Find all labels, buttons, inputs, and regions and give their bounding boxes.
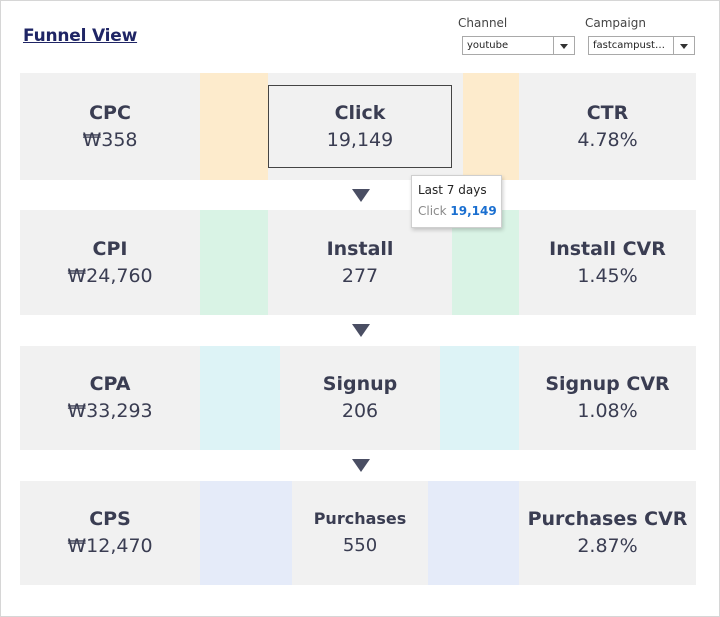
- rate-metric-label: Signup CVR: [545, 373, 670, 395]
- funnel-band: [200, 73, 268, 180]
- rate-metric-value: 1.45%: [577, 264, 638, 287]
- funnel-arrow-down-icon: [352, 459, 370, 472]
- cost-metric-value: ₩358: [82, 128, 138, 151]
- cost-metric-value: ₩12,470: [67, 535, 153, 557]
- funnel-band: [200, 346, 280, 450]
- cost-metric-cell: CPS ₩12,470: [20, 481, 200, 585]
- page-title: Funnel View: [23, 26, 138, 46]
- cost-metric-value: ₩33,293: [67, 400, 153, 422]
- campaign-select-value: fastcampust_...: [593, 40, 666, 51]
- cost-metric-cell: CPI ₩24,760: [20, 210, 200, 315]
- cost-metric-label: CPS: [89, 508, 131, 530]
- stage-metric-value: 206: [341, 400, 379, 422]
- click-tooltip: Last 7 days Click 19,149: [411, 175, 502, 228]
- chevron-down-icon[interactable]: [553, 37, 574, 54]
- tooltip-period: Last 7 days: [418, 183, 487, 197]
- stage-metric-cell[interactable]: Install 277: [268, 210, 452, 315]
- chevron-down-icon[interactable]: [673, 37, 694, 54]
- funnel-band: [428, 481, 519, 585]
- funnel-band: [200, 481, 292, 585]
- stage-metric-cell[interactable]: Click 19,149: [268, 85, 452, 168]
- stage-metric-label: Install: [326, 237, 394, 260]
- rate-metric-cell: CTR 4.78%: [519, 73, 696, 180]
- stage-metric-value: 550: [342, 535, 378, 556]
- rate-metric-cell: Signup CVR 1.08%: [519, 346, 696, 450]
- funnel-row-signup: CPA ₩33,293 Signup 206 Signup CVR 1.08%: [20, 346, 696, 450]
- stage-metric-label: Click: [334, 101, 386, 124]
- stage-metric-value: 19,149: [326, 128, 394, 151]
- cost-metric-value: ₩24,760: [67, 264, 153, 287]
- campaign-label: Campaign: [585, 16, 646, 30]
- rate-metric-value: 1.08%: [577, 400, 638, 422]
- tooltip-metric-line: Click 19,149: [418, 202, 501, 220]
- stage-metric-value: 277: [341, 264, 379, 287]
- stage-metric-cell[interactable]: Purchases 550: [292, 481, 428, 585]
- channel-select[interactable]: youtube: [462, 36, 575, 55]
- channel-select-value: youtube: [467, 40, 509, 51]
- tooltip-metric-label: Click: [418, 204, 447, 218]
- stage-metric-cell[interactable]: Signup 206: [280, 346, 440, 450]
- cost-metric-label: CPC: [89, 101, 131, 124]
- funnel-arrow-down-icon: [352, 189, 370, 202]
- campaign-select[interactable]: fastcampust_...: [588, 36, 695, 55]
- stage-metric-label: Purchases: [313, 509, 407, 528]
- tooltip-metric-value: 19,149: [450, 204, 497, 218]
- funnel-band: [463, 73, 519, 180]
- cost-metric-cell: CPA ₩33,293: [20, 346, 200, 450]
- rate-metric-label: Install CVR: [549, 237, 666, 260]
- rate-metric-label: Purchases CVR: [527, 508, 688, 530]
- rate-metric-cell: Install CVR 1.45%: [519, 210, 696, 315]
- funnel-row-purchases: CPS ₩12,470 Purchases 550 Purchases CVR …: [20, 481, 696, 585]
- rate-metric-label: CTR: [586, 101, 629, 124]
- rate-metric-value: 2.87%: [577, 535, 638, 557]
- funnel-band: [200, 210, 268, 315]
- channel-label: Channel: [458, 16, 508, 30]
- cost-metric-label: CPA: [89, 373, 131, 395]
- rate-metric-cell: Purchases CVR 2.87%: [519, 481, 696, 585]
- cost-metric-cell: CPC ₩358: [20, 73, 200, 180]
- rate-metric-value: 4.78%: [577, 128, 638, 151]
- funnel-row-click: CPC ₩358 Click 19,149 CTR 4.78%: [20, 73, 696, 180]
- stage-metric-label: Signup: [322, 373, 398, 395]
- funnel-arrow-down-icon: [352, 324, 370, 337]
- funnel-band: [440, 346, 519, 450]
- cost-metric-label: CPI: [92, 237, 128, 260]
- funnel-row-install: CPI ₩24,760 Install 277 Install CVR 1.45…: [20, 210, 696, 315]
